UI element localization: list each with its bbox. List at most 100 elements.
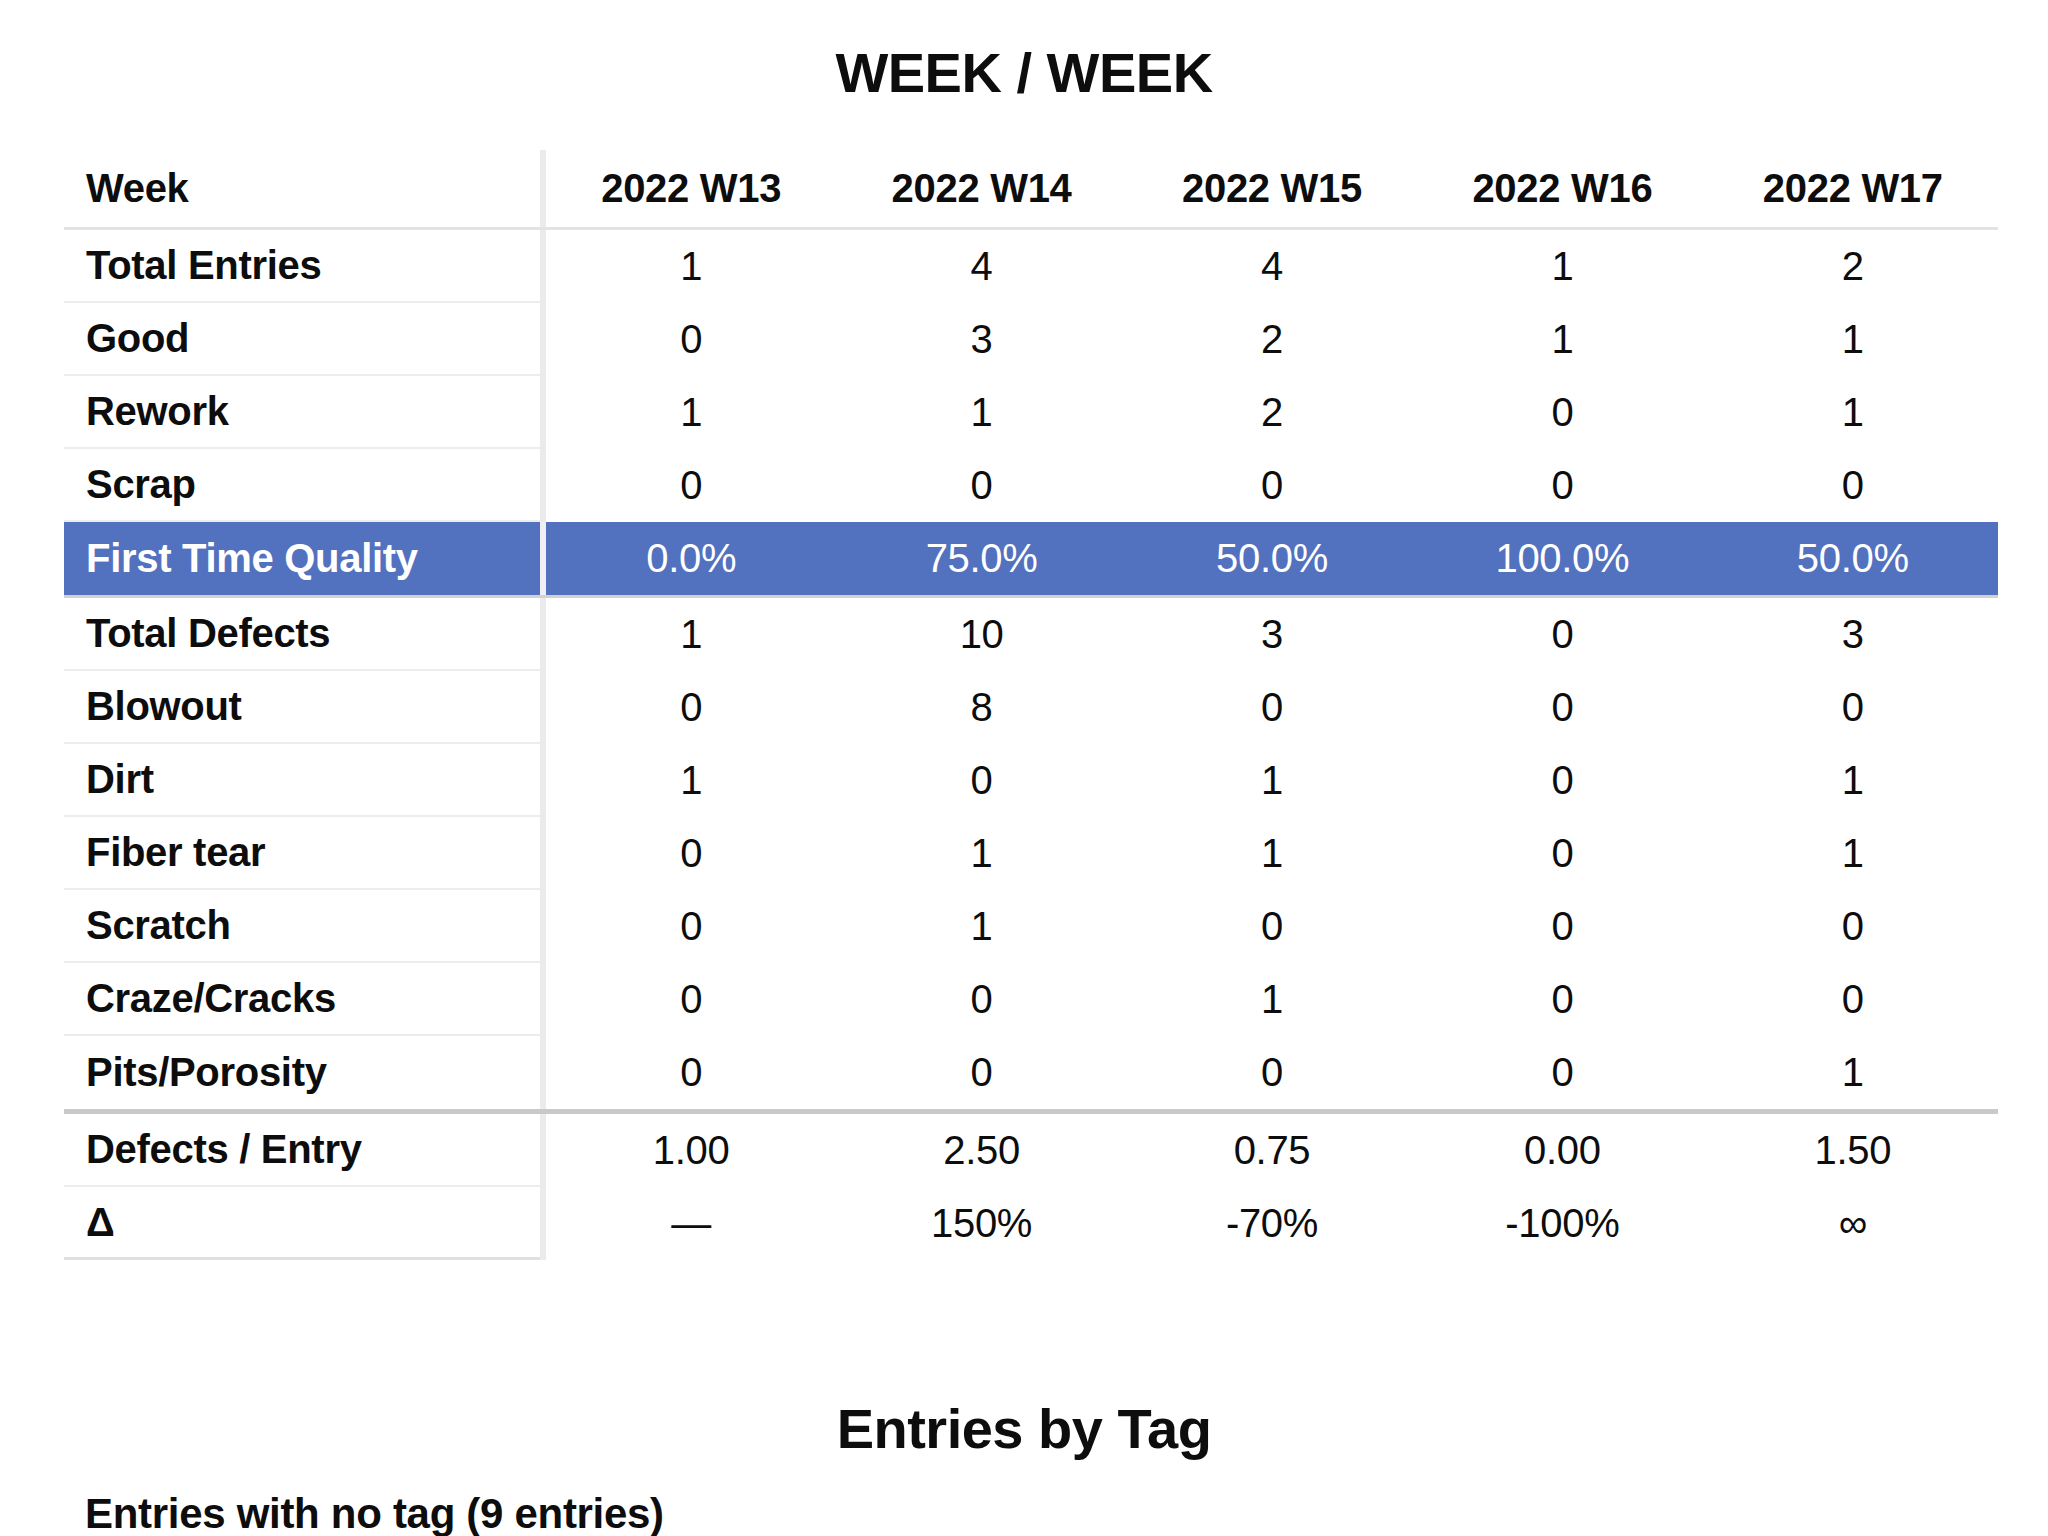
table-cell: 0: [836, 449, 1126, 522]
table-cell: 0: [1417, 598, 1707, 671]
table-cell: 0.00: [1417, 1114, 1707, 1187]
table-cell: 10: [836, 598, 1126, 671]
row-label: Scrap: [64, 449, 540, 522]
table-row-first-time-quality: First Time Quality 0.0% 75.0% 50.0% 100.…: [64, 522, 1998, 595]
table-cell: 0: [546, 890, 836, 963]
table-row-delta: Δ — 150% -70% -100% ∞: [64, 1187, 1998, 1260]
row-label: Total Entries: [64, 230, 540, 303]
row-label: Defects / Entry: [64, 1114, 540, 1187]
table-cell: 4: [1127, 230, 1417, 303]
table-cell: 2.50: [836, 1114, 1126, 1187]
table-cell: 2: [1127, 376, 1417, 449]
header-col-2022-w16: 2022 W16: [1417, 150, 1707, 230]
table-cell: 1: [1417, 230, 1707, 303]
table-cell: 1: [1127, 963, 1417, 1036]
table-row-pits-porosity: Pits/Porosity 0 0 0 0 1: [64, 1036, 1998, 1109]
table-row-blowout: Blowout 0 8 0 0 0: [64, 671, 1998, 744]
table-cell: 1: [546, 744, 836, 817]
table-cell: 1: [836, 376, 1126, 449]
row-label: Scratch: [64, 890, 540, 963]
table-cell: 1: [836, 817, 1126, 890]
table-cell: 0: [546, 671, 836, 744]
table-cell: 3: [1708, 598, 1998, 671]
table-cell: 0: [1127, 449, 1417, 522]
table-row-fiber-tear: Fiber tear 0 1 1 0 1: [64, 817, 1998, 890]
table-cell: 0: [1417, 963, 1707, 1036]
table-cell: 1: [1708, 744, 1998, 817]
table-row-dirt: Dirt 1 0 1 0 1: [64, 744, 1998, 817]
row-label: Good: [64, 303, 540, 376]
table-cell: 0: [1708, 449, 1998, 522]
table-cell: -100%: [1417, 1187, 1707, 1260]
table-cell: 3: [836, 303, 1126, 376]
row-label: Pits/Porosity: [64, 1036, 540, 1109]
table-row-defects-per-entry: Defects / Entry 1.00 2.50 0.75 0.00 1.50: [64, 1114, 1998, 1187]
table-row-rework: Rework 1 1 2 0 1: [64, 376, 1998, 449]
table-cell: 0: [1127, 1036, 1417, 1109]
page-title: WEEK / WEEK: [0, 40, 2048, 106]
table-cell: 1.00: [546, 1114, 836, 1187]
table-cell: 0: [1417, 376, 1707, 449]
table-cell: 0: [836, 1036, 1126, 1109]
table-cell: —: [546, 1187, 836, 1260]
table-row-scrap: Scrap 0 0 0 0 0: [64, 449, 1998, 522]
table-cell: 100.0%: [1417, 522, 1707, 595]
table-cell: 75.0%: [836, 522, 1126, 595]
header-col-2022-w15: 2022 W15: [1127, 150, 1417, 230]
table-cell: 0: [836, 963, 1126, 1036]
table-cell: 0.0%: [546, 522, 836, 595]
header-col-2022-w13: 2022 W13: [546, 150, 836, 230]
table-cell: 0: [836, 744, 1126, 817]
table-cell: ∞: [1708, 1187, 1998, 1260]
table-cell: 1: [1708, 376, 1998, 449]
table-cell: 1: [1417, 303, 1707, 376]
table-cell: 1: [546, 230, 836, 303]
header-label-week: Week: [64, 150, 540, 230]
table-cell: 2: [1708, 230, 1998, 303]
table-cell: 0: [1417, 890, 1707, 963]
table-cell: 1: [1708, 303, 1998, 376]
table-cell: 3: [1127, 598, 1417, 671]
table-cell: 1: [1708, 1036, 1998, 1109]
table-cell: 0: [1417, 671, 1707, 744]
table-cell: 0: [1127, 890, 1417, 963]
header-col-2022-w14: 2022 W14: [836, 150, 1126, 230]
table-cell: 50.0%: [1708, 522, 1998, 595]
table-row-good: Good 0 3 2 1 1: [64, 303, 1998, 376]
table-cell: 1: [1708, 817, 1998, 890]
row-label: First Time Quality: [64, 522, 540, 595]
table-cell: 0: [1708, 890, 1998, 963]
table-cell: 1: [546, 376, 836, 449]
table-cell: 2: [1127, 303, 1417, 376]
table-cell: 0: [546, 1036, 836, 1109]
table-cell: 0: [1708, 671, 1998, 744]
week-over-week-table: Week 2022 W13 2022 W14 2022 W15 2022 W16…: [64, 150, 1998, 1260]
table-cell: 0: [1127, 671, 1417, 744]
table-cell: 50.0%: [1127, 522, 1417, 595]
row-label: Total Defects: [64, 598, 540, 671]
row-label: Craze/Cracks: [64, 963, 540, 1036]
table-row-total-defects: Total Defects 1 10 3 0 3: [64, 598, 1998, 671]
table-cell: 0: [546, 963, 836, 1036]
section-title-entries-by-tag: Entries by Tag: [0, 1398, 2048, 1460]
table-cell: 0: [1417, 817, 1707, 890]
table-cell: 4: [836, 230, 1126, 303]
row-label: Δ: [64, 1187, 540, 1260]
table-cell: 1: [546, 598, 836, 671]
table-cell: -70%: [1127, 1187, 1417, 1260]
table-cell: 0: [1417, 449, 1707, 522]
table-row-craze-cracks: Craze/Cracks 0 0 1 0 0: [64, 963, 1998, 1036]
table-cell: 0.75: [1127, 1114, 1417, 1187]
table-cell: 1: [836, 890, 1126, 963]
table-row-scratch: Scratch 0 1 0 0 0: [64, 890, 1998, 963]
table-cell: 0: [546, 449, 836, 522]
table-cell: 150%: [836, 1187, 1126, 1260]
entries-no-tag-heading: Entries with no tag (9 entries): [85, 1490, 664, 1536]
table-cell: 1.50: [1708, 1114, 1998, 1187]
table-cell: 8: [836, 671, 1126, 744]
row-label: Fiber tear: [64, 817, 540, 890]
row-label: Dirt: [64, 744, 540, 817]
table-cell: 0: [1417, 1036, 1707, 1109]
table-cell: 1: [1127, 817, 1417, 890]
row-label: Blowout: [64, 671, 540, 744]
